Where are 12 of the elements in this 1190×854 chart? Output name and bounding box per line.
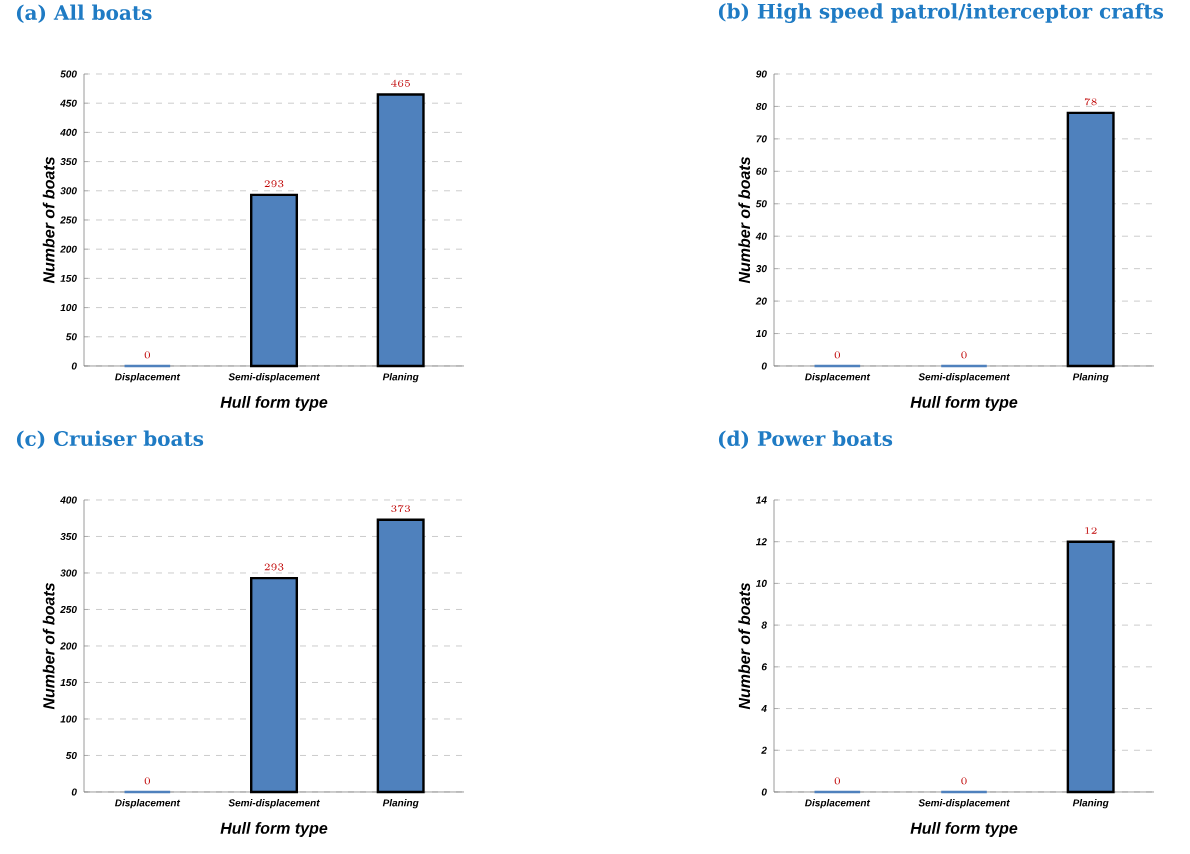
x-axis-title: Hull form type	[220, 822, 328, 838]
y-axis-title: Number of boats	[738, 156, 751, 284]
y-axis-title: Number of boats	[738, 582, 751, 710]
y-axis-title: Number of boats	[42, 156, 55, 284]
chart-title: (b) High speed patrol/interceptor crafts	[718, 3, 1164, 23]
chart-title: (a) All boats	[16, 4, 152, 23]
x-axis-title: Hull form type	[910, 396, 1018, 412]
x-axis-title: Hull form type	[220, 396, 328, 412]
chart-title: (c) Cruiser boats	[16, 430, 204, 449]
x-axis-title: Hull form type	[910, 822, 1018, 838]
y-axis-title: Number of boats	[42, 582, 55, 710]
chart-title: (d) Power boats	[718, 430, 893, 449]
